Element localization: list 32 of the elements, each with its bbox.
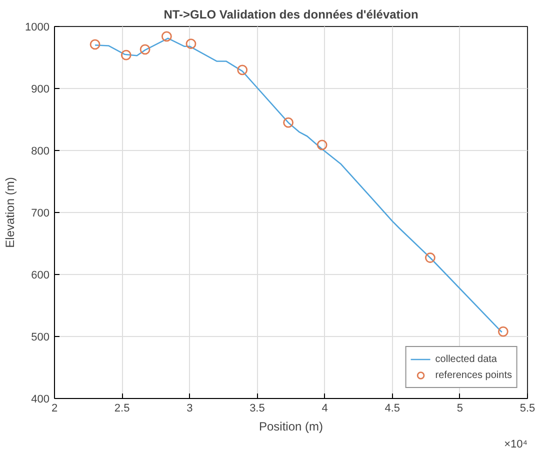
legend-label: references points (435, 368, 512, 382)
point (316, 140, 328, 150)
x-tick-label: 2 (51, 402, 58, 414)
y-tick-label: 1000 (25, 22, 50, 34)
point (120, 50, 132, 60)
point (498, 326, 508, 337)
y-axis-title: Elevation (m) (3, 177, 18, 248)
chart-title: NT->GLO Validation des données d'élévation (164, 8, 418, 22)
legend-label: collected data (435, 352, 497, 366)
point (90, 39, 100, 50)
point (161, 31, 172, 42)
x-axis-title: Position (m) (258, 420, 324, 434)
point (186, 38, 196, 50)
x-tick-label: 3.5 (250, 402, 265, 414)
y-tick-label: 500 (31, 332, 50, 344)
x-tick-label: 4 (322, 402, 328, 414)
y-tick-label: 800 (31, 146, 50, 158)
y-tick-label: 700 (31, 208, 50, 220)
x-tick-label: 5.5 (520, 402, 536, 414)
point (424, 252, 436, 263)
point (237, 64, 248, 76)
x-tick-label: 2.5 (114, 402, 130, 414)
text: ×10⁴ (504, 438, 528, 450)
y-tick-label: 900 (31, 84, 50, 96)
x-tick-label: 5 (456, 402, 463, 414)
point (140, 44, 150, 55)
y-tick-label: 400 (31, 394, 50, 406)
y-tick-label: 600 (31, 270, 50, 282)
x-tick-label: 4.5 (384, 402, 400, 414)
line-series (94, 38, 502, 333)
x-tick-label: 3 (186, 402, 193, 414)
point (283, 117, 294, 128)
